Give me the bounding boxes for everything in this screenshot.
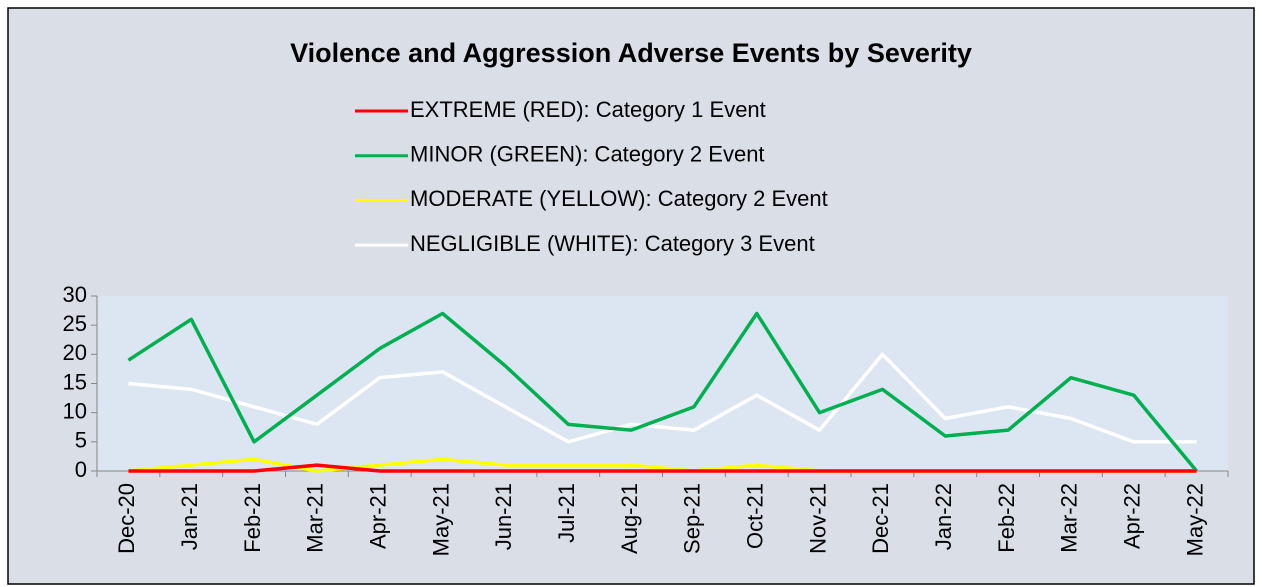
- x-tick-label: Jun-21: [491, 483, 516, 550]
- x-tick-label: Dec-20: [114, 483, 139, 554]
- x-tick-label: May-21: [428, 483, 453, 556]
- y-tick-label: 0: [75, 457, 87, 482]
- x-tick-label: May-22: [1182, 483, 1207, 556]
- legend-label: NEGLIGIBLE (WHITE): Category 3 Event: [410, 231, 815, 256]
- y-tick-label: 25: [63, 311, 87, 336]
- x-tick-label: Jan-22: [931, 483, 956, 550]
- x-tick-label: Mar-22: [1057, 483, 1082, 553]
- series-line: [127, 311, 1198, 473]
- x-tick-label: Feb-22: [994, 483, 1019, 553]
- x-tick-label: Feb-21: [240, 483, 265, 553]
- legend-label: MINOR (GREEN): Category 2 Event: [410, 142, 765, 167]
- y-tick-label: 5: [75, 428, 87, 453]
- x-tick-label: Oct-21: [743, 483, 768, 549]
- y-tick-label: 20: [63, 340, 87, 365]
- x-tick-label: Apr-22: [1120, 483, 1145, 549]
- x-tick-label: Jul-21: [554, 483, 579, 543]
- x-tick-label: Mar-21: [303, 483, 328, 553]
- x-tick-label: Dec-21: [868, 483, 893, 554]
- plot-area: [97, 296, 1228, 471]
- x-tick-label: Nov-21: [805, 483, 830, 554]
- series-line: [128, 463, 1197, 473]
- x-tick-label: Aug-21: [617, 483, 642, 554]
- chart-title: Violence and Aggression Adverse Events b…: [290, 38, 972, 68]
- series-line: [128, 352, 1197, 444]
- y-tick-label: 15: [63, 369, 87, 394]
- legend-label: MODERATE (YELLOW): Category 2 Event: [410, 186, 828, 211]
- y-tick-label: 10: [63, 398, 87, 423]
- legend-label: EXTREME (RED): Category 1 Event: [410, 97, 766, 122]
- x-tick-label: Apr-21: [366, 483, 391, 549]
- x-tick-label: Jan-21: [177, 483, 202, 550]
- x-tick-label: Sep-21: [680, 483, 705, 554]
- y-tick-label: 30: [63, 282, 87, 307]
